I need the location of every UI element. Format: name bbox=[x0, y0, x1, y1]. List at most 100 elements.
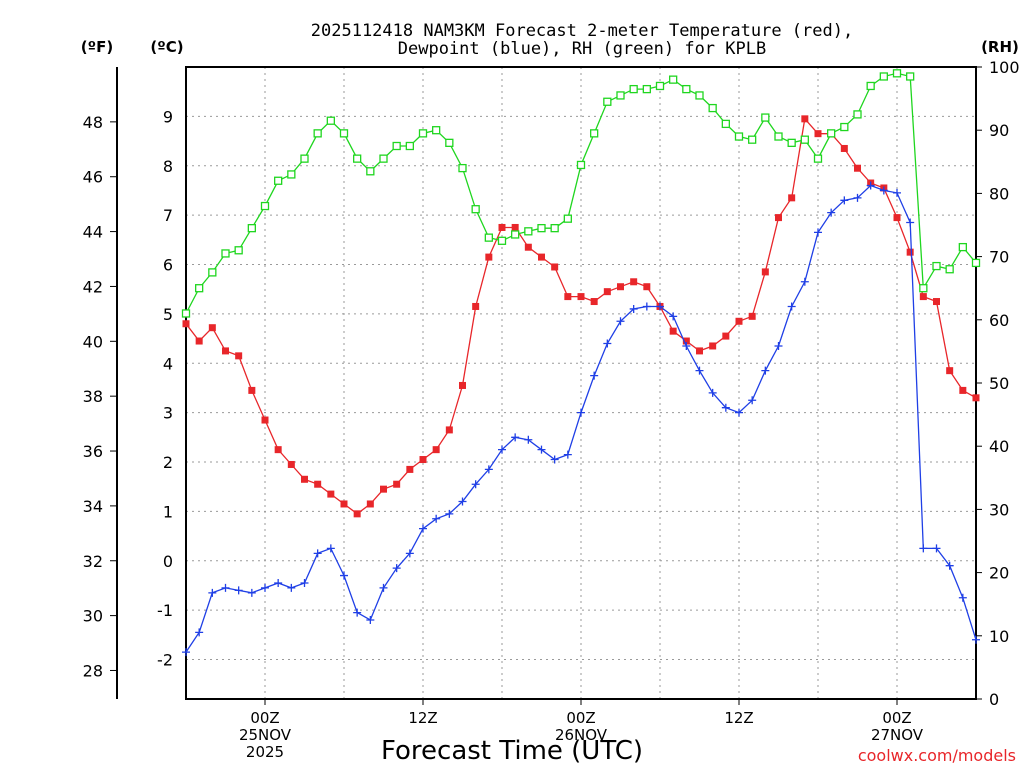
rh-point bbox=[326, 116, 335, 125]
temperature-point bbox=[709, 342, 717, 350]
temperature-point bbox=[419, 456, 427, 464]
rh-point bbox=[892, 69, 902, 78]
dewpoint-point bbox=[537, 445, 546, 454]
rh-point bbox=[682, 84, 691, 94]
dewpoint-point bbox=[761, 366, 770, 375]
rh-point bbox=[655, 81, 665, 91]
rh-point bbox=[353, 154, 362, 163]
rh-point bbox=[906, 72, 915, 81]
dewpoint-point bbox=[642, 302, 651, 311]
dewpoint-point bbox=[313, 549, 322, 558]
dewpoint-point bbox=[182, 648, 190, 657]
fahrenheit-tick-label: 40 bbox=[83, 332, 103, 351]
dewpoint-point bbox=[326, 544, 335, 553]
dewpoint-point bbox=[340, 571, 348, 580]
dewpoint-point bbox=[300, 578, 309, 587]
dewpoint-point bbox=[287, 583, 296, 592]
rh-point bbox=[629, 84, 638, 94]
dewpoint-point bbox=[392, 564, 401, 573]
temperature-point bbox=[761, 268, 769, 276]
temperature-point bbox=[814, 130, 822, 138]
fahrenheit-unit-label: (ºF) bbox=[81, 38, 113, 56]
dewpoint-point bbox=[471, 480, 480, 489]
rh-point bbox=[379, 154, 388, 163]
rh-point bbox=[458, 163, 467, 173]
rh-unit-label: (RH) bbox=[981, 38, 1019, 56]
fahrenheit-tick-label: 42 bbox=[83, 277, 103, 296]
temperature-point bbox=[393, 480, 401, 488]
rh-point bbox=[287, 170, 296, 179]
dewpoint-point bbox=[195, 628, 204, 637]
temperature-point bbox=[590, 298, 598, 306]
rh-point bbox=[721, 119, 730, 129]
rh-point bbox=[958, 242, 967, 252]
dewpoint-point bbox=[563, 450, 572, 459]
dewpoint-point bbox=[958, 593, 967, 602]
celsius-tick-label: 0 bbox=[163, 552, 173, 571]
dewpoint-point bbox=[879, 186, 888, 195]
dewpoint-point bbox=[945, 561, 954, 570]
dewpoint-point bbox=[708, 388, 717, 397]
celsius-tick-label: 9 bbox=[163, 107, 173, 126]
temperature-point bbox=[775, 214, 782, 222]
dewpoint-point bbox=[853, 193, 862, 202]
dewpoint-point bbox=[221, 583, 230, 592]
temperature-point bbox=[682, 337, 690, 345]
rh-point bbox=[339, 129, 349, 138]
dewpoint-point bbox=[840, 196, 849, 205]
temperature-point bbox=[208, 324, 216, 332]
dewpoint-point bbox=[787, 302, 796, 311]
dewpoint-point bbox=[893, 188, 901, 197]
temperature-point bbox=[524, 243, 532, 251]
temperature-point bbox=[459, 381, 466, 389]
rh-point bbox=[971, 258, 981, 268]
rh-point bbox=[432, 126, 441, 135]
temperature-point bbox=[788, 194, 796, 202]
temperature-point bbox=[301, 475, 308, 483]
dewpoint-point bbox=[603, 339, 612, 348]
x-tick-label: 12Z bbox=[408, 709, 437, 727]
temperature-point bbox=[182, 320, 190, 328]
celsius-unit-label: (ºC) bbox=[150, 38, 183, 56]
dewpoint-point bbox=[656, 302, 664, 311]
rh-point bbox=[827, 129, 836, 138]
rh-point bbox=[590, 129, 599, 138]
dewpoint-point bbox=[550, 455, 559, 464]
rh-point bbox=[524, 227, 533, 236]
rh-tick-label: 20 bbox=[989, 564, 1009, 583]
rh-point bbox=[392, 141, 401, 151]
temperature-point bbox=[195, 337, 203, 345]
temperature-point bbox=[287, 460, 295, 468]
rh-point bbox=[208, 268, 217, 277]
celsius-tick-label: -1 bbox=[157, 601, 173, 620]
rh-point bbox=[274, 176, 283, 185]
x-tick-label: 12Z bbox=[724, 709, 753, 727]
axis-labels: -2-1012345678928303234363840424446480102… bbox=[83, 58, 1020, 761]
temperature-point bbox=[551, 263, 559, 271]
x-axis-title: Forecast Time (UTC) bbox=[381, 736, 643, 766]
temperature-point bbox=[906, 248, 914, 256]
celsius-tick-label: 8 bbox=[163, 157, 173, 176]
series-temperature bbox=[182, 115, 980, 518]
rh-point bbox=[919, 284, 928, 293]
temperature-point bbox=[261, 416, 269, 424]
temperature-point bbox=[801, 115, 809, 123]
series-dewpoint bbox=[182, 181, 980, 657]
temperature-point bbox=[406, 465, 414, 473]
rh-point bbox=[642, 84, 651, 94]
temperature-point bbox=[577, 293, 585, 301]
dewpoint-point bbox=[590, 371, 599, 380]
celsius-tick-label: 7 bbox=[163, 206, 173, 225]
temperature-point bbox=[933, 298, 940, 306]
temperature-point bbox=[972, 394, 980, 402]
rh-point bbox=[813, 154, 823, 163]
rh-point bbox=[247, 224, 256, 233]
temperature-point bbox=[617, 283, 624, 291]
rh-point bbox=[800, 135, 809, 144]
rh-point bbox=[484, 233, 493, 242]
temperature-point bbox=[222, 347, 229, 355]
dewpoint-point bbox=[721, 403, 730, 412]
dewpoint-point bbox=[695, 366, 704, 375]
